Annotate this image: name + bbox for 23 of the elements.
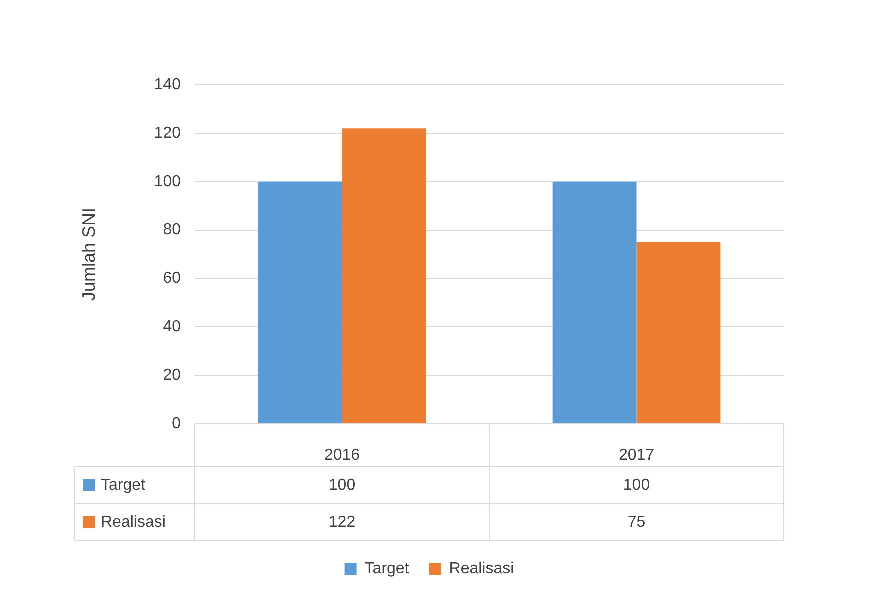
bar xyxy=(552,182,637,424)
bar xyxy=(258,182,342,424)
bar xyxy=(636,242,721,424)
data-label: 122 xyxy=(328,514,356,531)
legend-label: Target xyxy=(101,476,146,494)
x-tick-label: 2016 xyxy=(324,447,360,464)
data-label: 100 xyxy=(328,476,356,494)
y-tick-label: 60 xyxy=(163,270,182,288)
y-tick-label: 140 xyxy=(154,76,182,94)
data-label: 100 xyxy=(623,476,650,494)
y-tick-label: 20 xyxy=(163,366,182,384)
y-tick-label: 100 xyxy=(154,173,182,190)
bar xyxy=(342,128,426,424)
data-label: 75 xyxy=(628,514,646,531)
x-tick-label: 2017 xyxy=(618,447,655,464)
y-tick-label: 120 xyxy=(154,124,182,142)
text: Realisasi xyxy=(101,514,166,531)
y-tick-label: 40 xyxy=(163,318,182,336)
y-tick-label: 80 xyxy=(163,222,182,239)
legend-label: Realisasi xyxy=(449,560,514,578)
y-axis-title: Jumlah SNI xyxy=(78,208,99,302)
y-tick-label: 0 xyxy=(172,415,182,432)
text: Target xyxy=(364,560,410,578)
